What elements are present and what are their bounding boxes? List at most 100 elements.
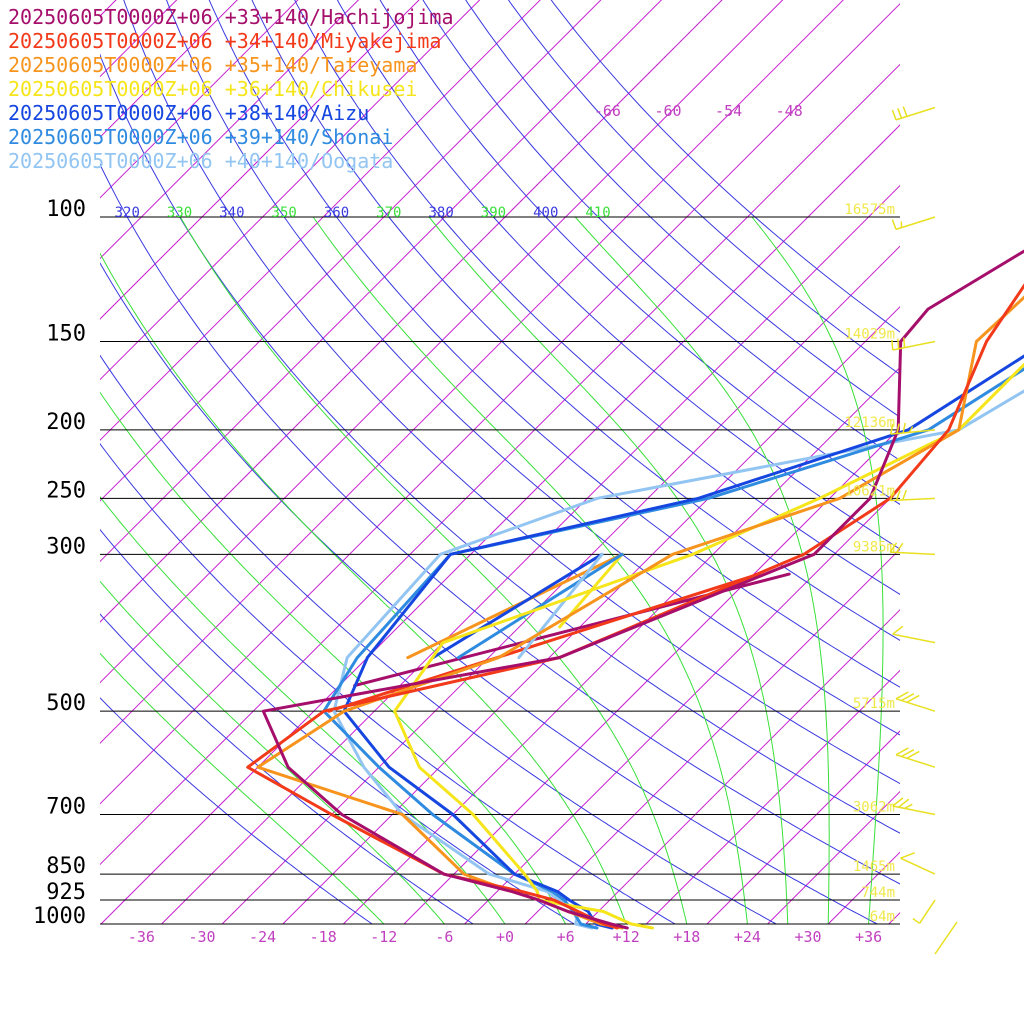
height-label: 1465m [853, 859, 895, 875]
isotherm-line [949, 0, 1024, 924]
temperature-tick-label: -18 [310, 928, 337, 946]
temperature-tick-label: -30 [188, 928, 215, 946]
wind-barb [893, 798, 935, 814]
height-label: 12136m [844, 415, 895, 431]
temperature-tick-label: -12 [370, 928, 397, 946]
wind-barb [896, 748, 935, 767]
legend-entry: 20250605T0000Z+06 +36+140/Chikusei [8, 77, 417, 101]
pressure-label: 250 [46, 478, 86, 503]
legend-entry: 20250605T0000Z+06 +33+140/Hachijojima [8, 5, 454, 29]
wind-barb-flag [903, 107, 907, 117]
moist-adiabat-line [5, 217, 566, 924]
upper-isotherm-label: -60 [654, 102, 681, 120]
wind-barb-flag [898, 339, 899, 349]
pressure-label: 150 [46, 321, 86, 346]
wind-barb-flag [905, 804, 913, 808]
isotherm-line [828, 0, 1024, 924]
wind-barb-staff [893, 634, 935, 642]
wind-barb-staff [920, 900, 935, 923]
wind-barb [913, 900, 935, 923]
wind-barb-staff [896, 107, 935, 119]
wind-barb [890, 543, 935, 554]
wind-barb-flag [893, 626, 903, 634]
wind-barb-flag [913, 919, 920, 924]
wind-barb-staff [901, 858, 935, 874]
wind-barb-flag [892, 110, 896, 120]
pressure-label: 100 [46, 197, 86, 222]
height-label: 14029m [844, 326, 895, 342]
wind-barb [901, 853, 935, 874]
wind-barb-flag [892, 340, 893, 350]
moist-adiabat-line [180, 217, 687, 924]
height-label: 16575m [844, 202, 895, 218]
isotherm-line [1010, 0, 1024, 924]
theta-label: 350 [272, 205, 297, 221]
height-label: 64m [870, 909, 895, 925]
partial-trace-line [519, 554, 602, 657]
height-label: 3062m [853, 799, 895, 815]
isotherm-line [889, 0, 1024, 924]
theta-label: 360 [324, 205, 349, 221]
wind-barb [892, 217, 935, 229]
temperature-tick-label: +12 [613, 928, 640, 946]
temperature-tick-label: +24 [734, 928, 761, 946]
pressure-label: 700 [46, 794, 86, 819]
legend-entry: 20250605T0000Z+06 +40+140/Oogata [8, 149, 393, 173]
theta-label: 400 [533, 205, 558, 221]
wind-barb-staff [935, 922, 957, 954]
theta-label: 370 [376, 205, 401, 221]
series-line [395, 0, 1024, 928]
theta-label: 330 [167, 205, 192, 221]
wind-barb-flag [898, 108, 902, 118]
wind-barbs [890, 107, 957, 954]
dry-adiabat-line [368, 0, 1024, 939]
temperature-tick-label: +18 [673, 928, 700, 946]
temperature-tick-label: +30 [794, 928, 821, 946]
moist-adiabat-line [313, 217, 747, 924]
height-label: 9385m [853, 539, 895, 555]
theta-label: 340 [219, 205, 244, 221]
theta-label: 390 [481, 205, 506, 221]
temperature-tick-label: +0 [496, 928, 514, 946]
temperature-tick-label: -36 [128, 928, 155, 946]
pressure-label: 925 [46, 880, 86, 905]
pressure-label: 200 [46, 410, 86, 435]
theta-label: 320 [115, 205, 140, 221]
upper-isotherm-label: -54 [715, 102, 742, 120]
height-label: 5715m [853, 696, 895, 712]
isotherm-line [404, 0, 1024, 924]
wind-barb-flag [904, 338, 905, 348]
theta-label: 380 [428, 205, 453, 221]
legend-entry: 20250605T0000Z+06 +35+140/Tateyama [8, 53, 417, 77]
legend: 20250605T0000Z+06 +33+140/Hachijojima202… [8, 5, 454, 173]
temperature-tick-label: +36 [855, 928, 882, 946]
height-label: 744m [861, 885, 895, 901]
isotherm-line [283, 0, 1024, 924]
dry-adiabat-line [335, 0, 1024, 939]
pressure-label: 500 [46, 691, 86, 716]
wind-barb [935, 922, 957, 954]
wind-barb [892, 107, 935, 120]
isotherm-line [525, 0, 1024, 924]
isotherm-line [646, 0, 1024, 924]
temperature-tick-label: +6 [557, 928, 575, 946]
moist-adiabat-line [0, 298, 444, 924]
legend-entry: 20250605T0000Z+06 +34+140/Miyakejima [8, 29, 441, 53]
moist-adiabat-lines [0, 217, 883, 924]
height-label: 10621m [844, 483, 895, 499]
upper-isotherm-label: -48 [776, 102, 803, 120]
temperature-tick-label: -24 [249, 928, 276, 946]
wind-barb-flag [901, 853, 915, 858]
theta-label: 410 [585, 205, 610, 221]
legend-entry: 20250605T0000Z+06 +39+140/Shonai [8, 125, 393, 149]
pressure-label: 1000 [33, 904, 86, 929]
upper-isotherm-label: -66 [594, 102, 621, 120]
legend-entry: 20250605T0000Z+06 +38+140/Aizu [8, 101, 369, 125]
wind-barb [896, 692, 935, 711]
pressure-label: 850 [46, 854, 86, 879]
pressure-label: 300 [46, 534, 86, 559]
wind-barb-flag [903, 490, 907, 500]
wind-barb-flag [892, 220, 896, 230]
temperature-tick-label: -6 [435, 928, 453, 946]
